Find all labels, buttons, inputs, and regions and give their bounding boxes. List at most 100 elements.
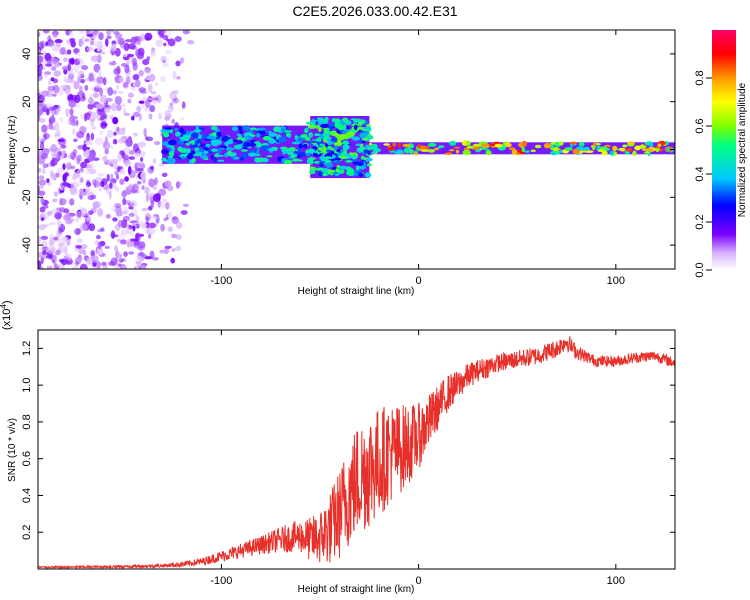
heatmap-cell [126, 241, 133, 248]
heatmap-cell [126, 75, 131, 83]
heatmap-cell [87, 153, 96, 162]
heatmap-cell [139, 90, 147, 94]
heatmap-cell [212, 132, 217, 137]
heatmap-cell [38, 115, 41, 122]
heatmap-cell [60, 144, 67, 149]
heatmap-cell [309, 160, 314, 163]
heatmap-cell [130, 208, 138, 218]
heatmap-cell [161, 172, 168, 177]
heatmap-cell [115, 84, 120, 90]
heatmap-cell [38, 167, 42, 173]
heatmap-cell [49, 248, 56, 255]
heatmap-cell [175, 60, 181, 67]
heatmap-cell [328, 169, 337, 173]
heatmap-cell [78, 178, 82, 187]
heatmap-cell [140, 171, 147, 180]
heatmap-cell [309, 166, 315, 171]
heatmap-cell [342, 125, 347, 129]
heatmap-cell [162, 62, 169, 68]
heatmap-cell [136, 37, 142, 45]
heatmap-cell [648, 143, 654, 147]
heatmap-cell [73, 81, 80, 90]
heatmap-cell [155, 39, 164, 47]
heatmap-cell [108, 191, 112, 200]
heatmap-cell [76, 156, 81, 165]
heatmap-cell [175, 131, 181, 137]
heatmap-cell [554, 151, 560, 155]
heatmap-cell [136, 105, 142, 113]
heatmap-cell [66, 49, 72, 55]
heatmap-cell [38, 254, 47, 261]
heatmap-cell [148, 234, 152, 239]
heatmap-cell [124, 64, 130, 74]
heatmap-cell [104, 245, 110, 249]
heatmap-cell [145, 136, 154, 142]
heatmap-cell [61, 150, 67, 154]
heatmap-cell [317, 137, 322, 142]
heatmap-cell [63, 57, 68, 63]
heatmap-cell [78, 256, 83, 262]
heatmap-cell [105, 38, 109, 47]
heatmap-cell [86, 179, 91, 185]
heatmap-cell [530, 149, 536, 153]
heatmap-cell [612, 145, 618, 152]
heatmap-cell [185, 130, 191, 135]
heatmap-cell [78, 38, 83, 47]
heatmap-cell [168, 151, 175, 157]
heatmap-cell [117, 238, 121, 243]
heatmap-cell [277, 129, 282, 133]
heatmap-cell [135, 260, 142, 265]
heatmap-cell [52, 93, 57, 97]
heatmap-cell [298, 152, 306, 157]
heatmap-cell [481, 143, 490, 148]
heatmap-cell [74, 64, 80, 73]
heatmap-cell [84, 84, 89, 91]
heatmap-cell [116, 104, 122, 112]
heatmap-cell [119, 168, 126, 175]
heatmap-cell [163, 247, 170, 254]
colorbar-label: Normalized spectral amplitude [737, 82, 748, 217]
heatmap-cell [247, 152, 257, 157]
heatmap-cell [318, 161, 326, 164]
heatmap-cell [54, 39, 63, 44]
heatmap-cell [73, 47, 80, 54]
heatmap-cell [38, 247, 44, 251]
snr-y-label: SNR (10 * v/v) [7, 418, 18, 482]
heatmap-cell [325, 156, 332, 160]
heatmap-cell [38, 260, 42, 269]
heatmap-cell [221, 136, 230, 142]
heatmap-cell [524, 150, 530, 153]
heatmap-cell [162, 198, 167, 203]
heatmap-cell [80, 223, 88, 231]
heatmap-cell [88, 223, 96, 232]
heatmap-cell [144, 32, 153, 41]
heatmap-cell [112, 116, 119, 125]
heatmap-cell [291, 158, 300, 162]
heatmap-cell [58, 86, 64, 96]
heatmap-cell [43, 30, 50, 34]
heatmap-cell [240, 149, 248, 152]
heatmap-cell [113, 138, 118, 145]
heatmap-cell [434, 147, 439, 151]
heatmap-cell [315, 168, 322, 171]
heatmap-cell [59, 47, 66, 55]
heatmap-cell [98, 32, 104, 41]
heatmap-cell [188, 141, 194, 144]
heatmap-cell [38, 175, 45, 181]
heatmap-cell [622, 145, 627, 148]
heatmap-cell [112, 163, 118, 169]
colorbar-tick-label: 0.0 [694, 262, 706, 277]
heatmap-cell [132, 132, 138, 137]
heatmap-cell [164, 50, 173, 55]
heatmap-cell [543, 143, 552, 149]
heatmap-cell [135, 162, 142, 167]
heatmap-cell [145, 76, 153, 81]
heatmap-cell [283, 159, 293, 164]
heatmap-cell [172, 216, 178, 220]
heatmap-cell [53, 236, 59, 241]
heatmap-cell [52, 33, 58, 38]
heatmap-cell [127, 166, 132, 175]
heatmap-cell [138, 87, 147, 92]
heatmap-cell [254, 141, 261, 144]
